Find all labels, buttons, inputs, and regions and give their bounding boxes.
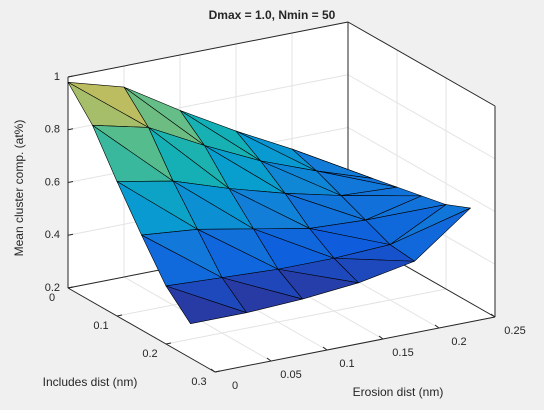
y-tick xyxy=(116,314,123,317)
x-tick-label: 0 xyxy=(232,380,238,392)
z-tick-label: 0.4 xyxy=(45,229,60,241)
z-tick xyxy=(67,181,74,183)
y-tick xyxy=(67,286,74,289)
box-edge xyxy=(67,21,349,78)
x-tick-label: 0.2 xyxy=(451,336,466,348)
y-tick-label: 0.3 xyxy=(191,376,206,388)
y-tick-label: 0.2 xyxy=(142,348,157,360)
y-tick xyxy=(214,370,221,373)
x-tick xyxy=(210,368,216,373)
z-tick-label: 0.8 xyxy=(45,124,60,136)
x-tick xyxy=(378,335,384,340)
x-tick-label: 0.1 xyxy=(339,358,354,370)
x-tick-label: 0.25 xyxy=(504,325,525,337)
y-tick-label: 0 xyxy=(49,292,55,304)
grid-line xyxy=(165,288,447,345)
surface-patch xyxy=(165,285,247,325)
grid-line xyxy=(347,74,496,160)
y-tick xyxy=(165,342,172,345)
z-tick-label: 0.6 xyxy=(45,176,60,188)
y-axis xyxy=(67,287,216,373)
x-tick xyxy=(434,324,440,329)
box-edge xyxy=(347,21,496,107)
x-tick xyxy=(490,313,496,318)
z-axis-label: Mean cluster comp. (at%) xyxy=(12,120,26,257)
x-axis xyxy=(214,316,496,373)
z-tick-label: 0.2 xyxy=(45,282,60,294)
z-tick xyxy=(67,128,74,131)
x-tick-label: 0.15 xyxy=(392,347,413,359)
chart-title: Dmax = 1.0, Nmin = 50 xyxy=(209,8,336,22)
y-axis-label: Includes dist (nm) xyxy=(43,375,138,389)
y-tick-label: 0.1 xyxy=(93,320,108,332)
z-tick-label: 1 xyxy=(54,71,60,83)
x-tick xyxy=(266,357,272,362)
z-tick xyxy=(67,233,74,236)
grid-line xyxy=(347,127,496,212)
x-tick-label: 0.05 xyxy=(280,369,301,381)
x-axis-label: Erosion dist (nm) xyxy=(353,385,444,399)
z-tick xyxy=(67,75,74,78)
x-tick xyxy=(322,346,328,351)
